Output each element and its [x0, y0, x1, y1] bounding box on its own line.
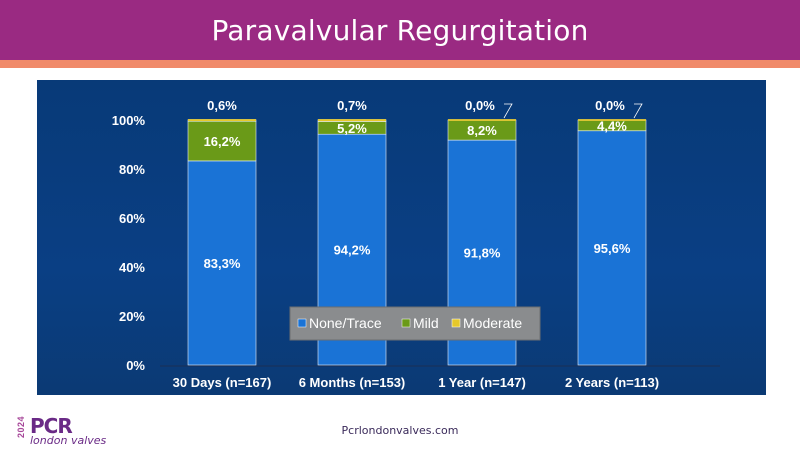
bar-moderate-cap [188, 119, 256, 121]
legend-box [289, 306, 541, 341]
x-category-label: 30 Days (n=167) [173, 375, 272, 390]
logo-subtitle: london valves [30, 434, 107, 447]
x-category-label: 6 Months (n=153) [299, 375, 406, 390]
legend-swatch-mild [401, 318, 411, 328]
data-label-none-trace: 83,3% [204, 256, 241, 271]
title-bar: Paravalvular Regurgitation [0, 0, 800, 60]
y-tick-label: 80% [119, 162, 145, 177]
title-accent-stripe [0, 60, 800, 68]
leader-line [503, 103, 513, 119]
data-label-mild: 4,4% [597, 118, 627, 133]
legend-label: Mild [413, 315, 439, 331]
y-tick-label: 100% [112, 113, 146, 128]
logo-brand: PCR [30, 414, 73, 438]
bar-mild [187, 120, 257, 162]
data-label-moderate: 0,0% [595, 98, 625, 113]
slide-title: Paravalvular Regurgitation [211, 13, 589, 47]
legend-swatch-none-trace [297, 318, 307, 328]
footer-url: Pcrlondonvalves.com [341, 424, 459, 437]
legend-swatch-moderate [451, 318, 461, 328]
bar-moderate-cap [448, 119, 516, 121]
legend-label: Moderate [463, 315, 522, 331]
pcr-logo: 2024 PCR london valves [16, 414, 126, 448]
data-label-none-trace: 94,2% [334, 243, 371, 258]
bar-none-trace [187, 160, 257, 366]
y-tick-label: 40% [119, 260, 145, 275]
bar-none-trace [577, 130, 647, 366]
legend-label: None/Trace [309, 315, 382, 331]
leader-line [633, 103, 643, 119]
y-tick-label: 60% [119, 211, 145, 226]
data-label-none-trace: 95,6% [594, 241, 631, 256]
y-tick-label: 0% [126, 358, 145, 373]
x-category-label: 1 Year (n=147) [438, 375, 526, 390]
x-category-label: 2 Years (n=113) [565, 375, 659, 390]
y-tick-label: 20% [119, 309, 145, 324]
data-label-moderate: 0,0% [465, 98, 495, 113]
data-label-moderate: 0,7% [337, 98, 367, 113]
bar-moderate-cap [318, 119, 386, 121]
data-label-none-trace: 91,8% [464, 246, 501, 261]
data-label-moderate: 0,6% [207, 98, 237, 113]
data-label-mild: 16,2% [204, 134, 241, 149]
bar-moderate-cap [578, 119, 646, 121]
data-label-mild: 5,2% [337, 121, 367, 136]
data-label-mild: 8,2% [467, 123, 497, 138]
